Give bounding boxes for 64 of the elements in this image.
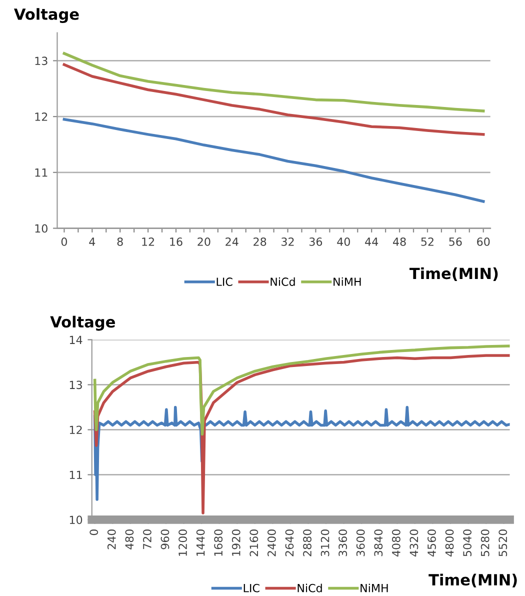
x-tick-label: 2160 xyxy=(250,529,258,556)
x-tick-label: 56 xyxy=(449,237,462,246)
x-tick-label: 3120 xyxy=(320,529,330,556)
legend-label: NiMH xyxy=(360,584,388,592)
line-series xyxy=(93,406,510,501)
x-axis-title: Time(MIN) xyxy=(410,267,498,281)
y-tick-label: 14 xyxy=(70,336,82,344)
x-tick-label: 44 xyxy=(365,238,378,246)
x-tick-label: 720 xyxy=(143,529,152,550)
line-series xyxy=(62,52,485,112)
x-tick-label: 36 xyxy=(309,237,322,246)
y-tick-label: 12 xyxy=(35,112,48,121)
x-tick-label: 3600 xyxy=(356,529,365,556)
x-tick-label: 4800 xyxy=(445,529,454,556)
x-tick-label: 0 xyxy=(61,237,68,246)
line-series xyxy=(62,118,485,203)
y-tick-label: 11 xyxy=(35,168,48,177)
legend-label: LIC xyxy=(216,278,232,286)
x-tick-label: 40 xyxy=(337,237,350,246)
x-tick-label: 24 xyxy=(226,237,238,246)
x-tick-label: 5520 xyxy=(498,529,508,556)
x-tick-label: 4320 xyxy=(410,529,418,556)
x-tick-label: 3840 xyxy=(374,529,383,556)
x-tick-label: 12 xyxy=(142,237,154,246)
x-tick-label: 8 xyxy=(117,237,123,246)
x-axis-title: Time(MIN) xyxy=(428,574,517,588)
x-tick-label: 1680 xyxy=(214,529,223,556)
y-tick-label: 10 xyxy=(35,224,48,233)
x-tick-label: 60 xyxy=(477,237,490,246)
x-tick-label: 3360 xyxy=(338,529,348,556)
line-series xyxy=(62,63,485,136)
y-tick-label: 13 xyxy=(35,56,48,66)
x-tick-label: 2640 xyxy=(285,529,294,556)
x-tick-label: 4 xyxy=(89,238,96,246)
x-tick-label: 2400 xyxy=(267,529,276,556)
line-series xyxy=(93,344,510,436)
x-tick-label: 480 xyxy=(125,529,134,550)
y-tick-label: 10 xyxy=(70,516,82,524)
x-tick-label: 16 xyxy=(170,237,182,246)
x-tick-label: 240 xyxy=(107,529,116,550)
y-axis-title: Voltage xyxy=(14,8,79,24)
y-tick-label: 12 xyxy=(70,426,82,434)
legend-label: LIC xyxy=(244,584,260,592)
y-axis-title: Voltage xyxy=(50,316,115,331)
x-tick-label: 48 xyxy=(393,237,406,246)
x-tick-label: 28 xyxy=(254,237,266,246)
x-tick-label: 2880 xyxy=(303,529,312,556)
x-tick-label: 5280 xyxy=(480,529,490,556)
legend-label: NiCd xyxy=(270,277,295,286)
x-tick-label: 1920 xyxy=(232,529,240,556)
legend-label: NiCd xyxy=(298,584,322,592)
x-tick-label: 1200 xyxy=(178,529,187,556)
x-tick-label: 4560 xyxy=(428,529,436,556)
legend-label: NiMH xyxy=(334,277,361,286)
x-tick-label: 4080 xyxy=(392,529,400,556)
x-tick-label: 20 xyxy=(198,237,210,246)
x-tick-label: 52 xyxy=(421,237,434,246)
x-tick-label: 5040 xyxy=(463,529,472,556)
x-tick-label: 960 xyxy=(160,529,170,550)
x-tick-label: 1440 xyxy=(196,529,205,556)
y-tick-label: 13 xyxy=(70,380,82,390)
x-tick-label: 0 xyxy=(90,529,98,536)
x-tick-label: 32 xyxy=(282,237,294,246)
y-tick-label: 11 xyxy=(70,470,82,479)
